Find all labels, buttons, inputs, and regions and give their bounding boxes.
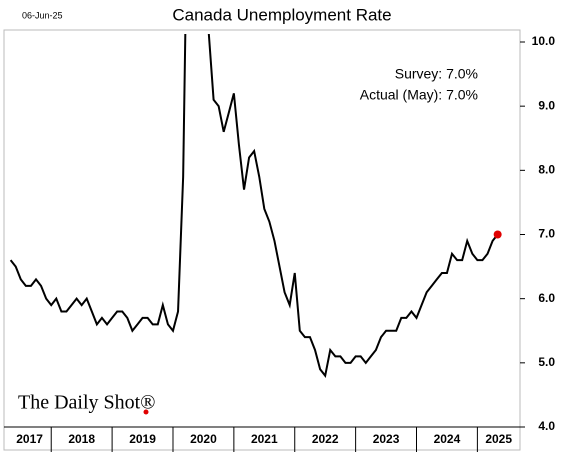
annotation: Survey: 7.0% (395, 66, 478, 82)
x-tick-label: 2021 (251, 432, 278, 446)
x-tick-label: 2017 (16, 432, 43, 446)
y-tick-label: 7.0 (538, 227, 555, 241)
x-tick-label: 2024 (434, 432, 461, 446)
y-tick-label: 9.0 (538, 98, 555, 112)
last-point (493, 230, 502, 239)
plot-frame (3, 29, 521, 451)
annotation: Actual (May): 7.0% (360, 87, 478, 103)
series-line (9, 34, 499, 378)
source-logo: The Daily Shot® (18, 392, 155, 414)
date-label: 06-Jun-25 (22, 10, 63, 20)
x-tick-label: 2025 (485, 432, 512, 446)
x-tick-label: 2022 (312, 432, 339, 446)
x-tick-label: 2019 (129, 432, 156, 446)
y-tick-label: 10.0 (532, 34, 556, 48)
y-tick-label: 4.0 (538, 419, 555, 433)
y-tick-label: 5.0 (538, 355, 555, 369)
x-tick-label: 2018 (68, 432, 95, 446)
y-tick-label: 6.0 (538, 291, 555, 305)
plot-area (9, 34, 499, 378)
x-tick-label: 2023 (373, 432, 400, 446)
chart-title: Canada Unemployment Rate (172, 5, 391, 24)
x-tick-label: 2020 (190, 432, 217, 446)
y-tick-label: 8.0 (538, 163, 555, 177)
logo-dot (143, 409, 149, 415)
